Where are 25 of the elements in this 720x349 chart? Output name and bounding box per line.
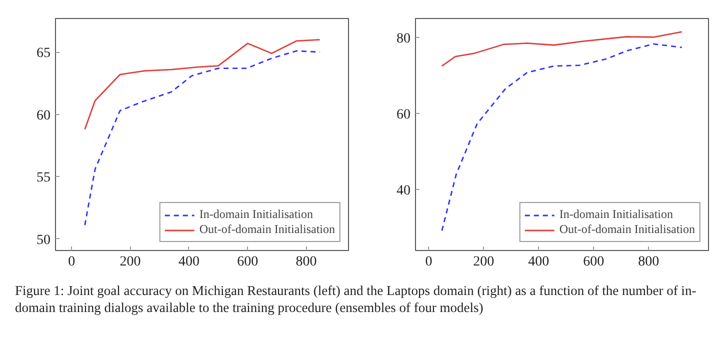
- x-tick-label: 200: [473, 254, 494, 270]
- y-tick-label: 55: [36, 170, 50, 186]
- y-tick-label: 60: [396, 108, 410, 123]
- y-tick-label: 80: [396, 32, 410, 47]
- line-series: [441, 31, 683, 67]
- line-series: [84, 38, 320, 130]
- x-tick-label: 400: [528, 254, 550, 270]
- y-tick-label: 65: [36, 46, 50, 62]
- y-tick-label: 60: [36, 108, 50, 124]
- x-tick-label: 0: [425, 254, 432, 270]
- legend-label: In-domain Initialisation: [559, 207, 674, 222]
- x-tick-label: 0: [68, 254, 76, 270]
- x-tick-label: 600: [237, 254, 258, 270]
- caption: Figure 1: Joint goal accuracy on Michigan Restaurants (left) and the Laptops domain (right) as a function of the number of in-domain training dialogs available to the training procedure (ensembles of four models): [15, 283, 698, 317]
- x-tick-label: 800: [638, 254, 660, 270]
- x-tick-label: 800: [296, 254, 317, 270]
- legend-label: Out-of-domain Initialisation: [199, 222, 335, 237]
- x-tick-label: 400: [178, 254, 200, 270]
- y-tick-label: 50: [36, 232, 50, 248]
- y-tick-label: 40: [396, 184, 410, 199]
- legend-label: In-domain Initialisation: [199, 207, 314, 222]
- legend-label: Out-of-domain Initialisation: [559, 222, 695, 237]
- x-tick-label: 200: [120, 254, 141, 270]
- x-tick-label: 600: [583, 254, 604, 270]
- line-series: [84, 50, 320, 226]
